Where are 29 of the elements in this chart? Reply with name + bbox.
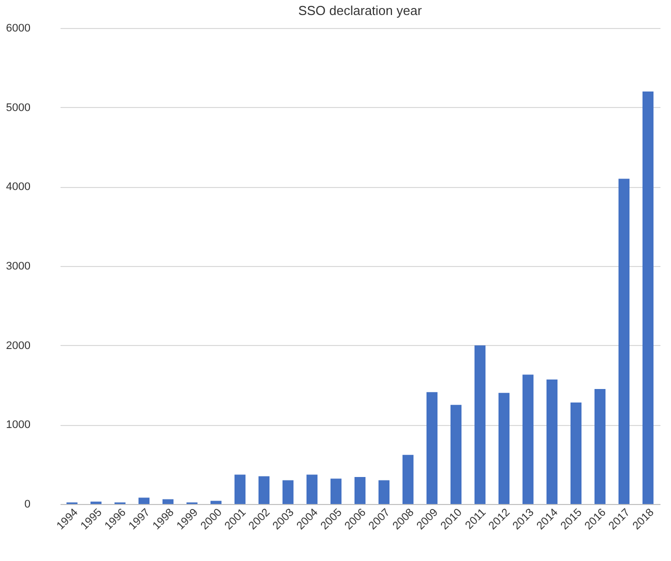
y-tick-label: 0 [24, 498, 30, 510]
y-tick-label: 1000 [6, 419, 30, 432]
y-tick-label: 4000 [6, 181, 30, 194]
bar [522, 374, 534, 504]
y-tick-label: 2000 [6, 340, 30, 352]
bar [426, 392, 438, 504]
bar [210, 500, 222, 504]
bar [282, 480, 294, 504]
bar [378, 480, 390, 504]
bar [306, 474, 318, 504]
bar [450, 404, 462, 504]
bar [162, 499, 174, 504]
bar [498, 392, 510, 504]
y-tick-label: 6000 [6, 22, 30, 34]
bar [234, 474, 246, 504]
bar [258, 476, 270, 504]
bar [330, 478, 342, 504]
y-tick-label: 5000 [6, 102, 30, 114]
bar [642, 91, 654, 504]
bar [138, 498, 150, 504]
bar [618, 178, 630, 504]
bar [594, 388, 606, 504]
bar [570, 402, 582, 504]
y-tick-label: 3000 [6, 260, 30, 272]
bar [402, 454, 414, 504]
bar [546, 379, 558, 504]
bar [354, 477, 366, 504]
chart-title: SSO declaration year [298, 3, 422, 18]
bar [474, 345, 486, 504]
